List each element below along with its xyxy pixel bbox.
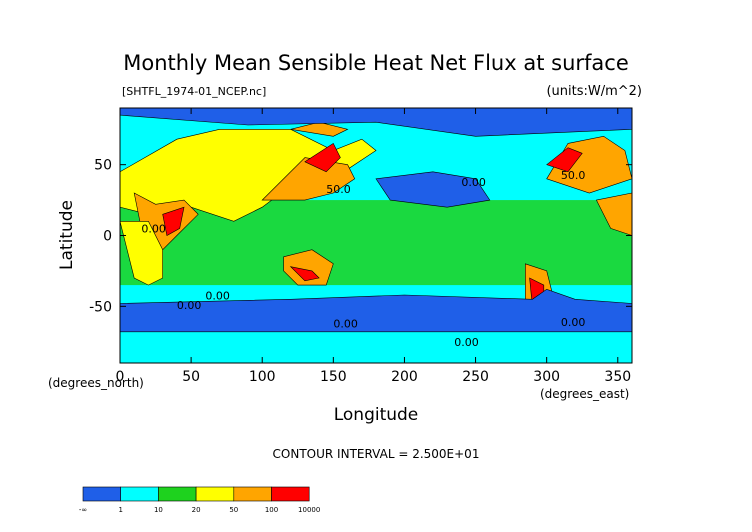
- heatmap-region: [119, 288, 633, 333]
- colorbar-swatch: [158, 486, 197, 502]
- chart-subtitle-left: [SHTFL_1974-01_NCEP.nc]: [122, 85, 266, 98]
- heatmap-region: [546, 147, 583, 173]
- contour-label: 0.00: [333, 318, 358, 331]
- x-axis-ticks: 0 50 100 150 200 250 300 350: [116, 108, 631, 385]
- contour-label: 0.00: [141, 223, 166, 236]
- contour-label: 50.0: [561, 169, 586, 182]
- heatmap-region: [289, 266, 320, 282]
- x-tick-label: 150: [320, 369, 347, 385]
- y-tick-label: -50: [89, 299, 112, 315]
- colorbar: -∞ 1 10 20 50 100 10000: [79, 486, 320, 514]
- contour-interval-label: CONTOUR INTERVAL = 2.500E+01: [273, 447, 480, 461]
- heatmap-region: [290, 121, 349, 137]
- y-tick-label: 50: [94, 158, 112, 174]
- x-tick-label: 100: [249, 369, 276, 385]
- x-tick-label: 0: [116, 369, 125, 385]
- colorbar-label: 10: [154, 506, 163, 514]
- contour-label: 0.00: [454, 336, 479, 349]
- x-axis-label: Longitude: [334, 405, 419, 425]
- chart-subtitle-right: (units:W/m^2): [546, 84, 642, 99]
- colorbar-label: 20: [192, 506, 201, 514]
- contour-label: 0.00: [205, 289, 230, 302]
- y-units-label: (degrees_north): [48, 376, 144, 390]
- heatmap-region: [375, 171, 491, 208]
- contour-label: 0.00: [177, 299, 202, 312]
- colorbar-label: -∞: [79, 506, 87, 514]
- colorbar-label: 50: [229, 506, 238, 514]
- colorbar-label: 10000: [298, 506, 320, 514]
- contour-label: 0.00: [461, 176, 486, 189]
- x-tick-label: 300: [533, 369, 560, 385]
- colorbar-swatch: [233, 486, 272, 502]
- x-tick-label: 200: [391, 369, 418, 385]
- x-tick-label: 50: [182, 369, 200, 385]
- colorbar-swatch: [120, 486, 159, 502]
- colorbar-label: 100: [265, 506, 278, 514]
- colorbar-swatch: [195, 486, 235, 502]
- heatmap-region: [162, 206, 185, 236]
- chart-title: Monthly Mean Sensible Heat Net Flux at s…: [123, 51, 629, 75]
- heatmap-region: [283, 249, 334, 286]
- y-tick-label: 0: [103, 229, 112, 245]
- heatmap-region: [304, 142, 341, 173]
- y-axis-label: Latitude: [57, 200, 77, 270]
- heatmap-region: [261, 157, 356, 201]
- x-tick-label: 350: [604, 369, 631, 385]
- colorbar-swatch: [271, 486, 310, 502]
- contour-label: 50.0: [326, 183, 351, 196]
- x-tick-label: 250: [462, 369, 489, 385]
- colorbar-label: 1: [118, 506, 122, 514]
- heatmap-region: [119, 221, 163, 286]
- contour-label: 0.00: [561, 316, 586, 329]
- x-units-label: (degrees_east): [540, 387, 629, 401]
- colorbar-swatch: [82, 486, 122, 502]
- y-axis-ticks: 50 0 -50: [89, 158, 632, 315]
